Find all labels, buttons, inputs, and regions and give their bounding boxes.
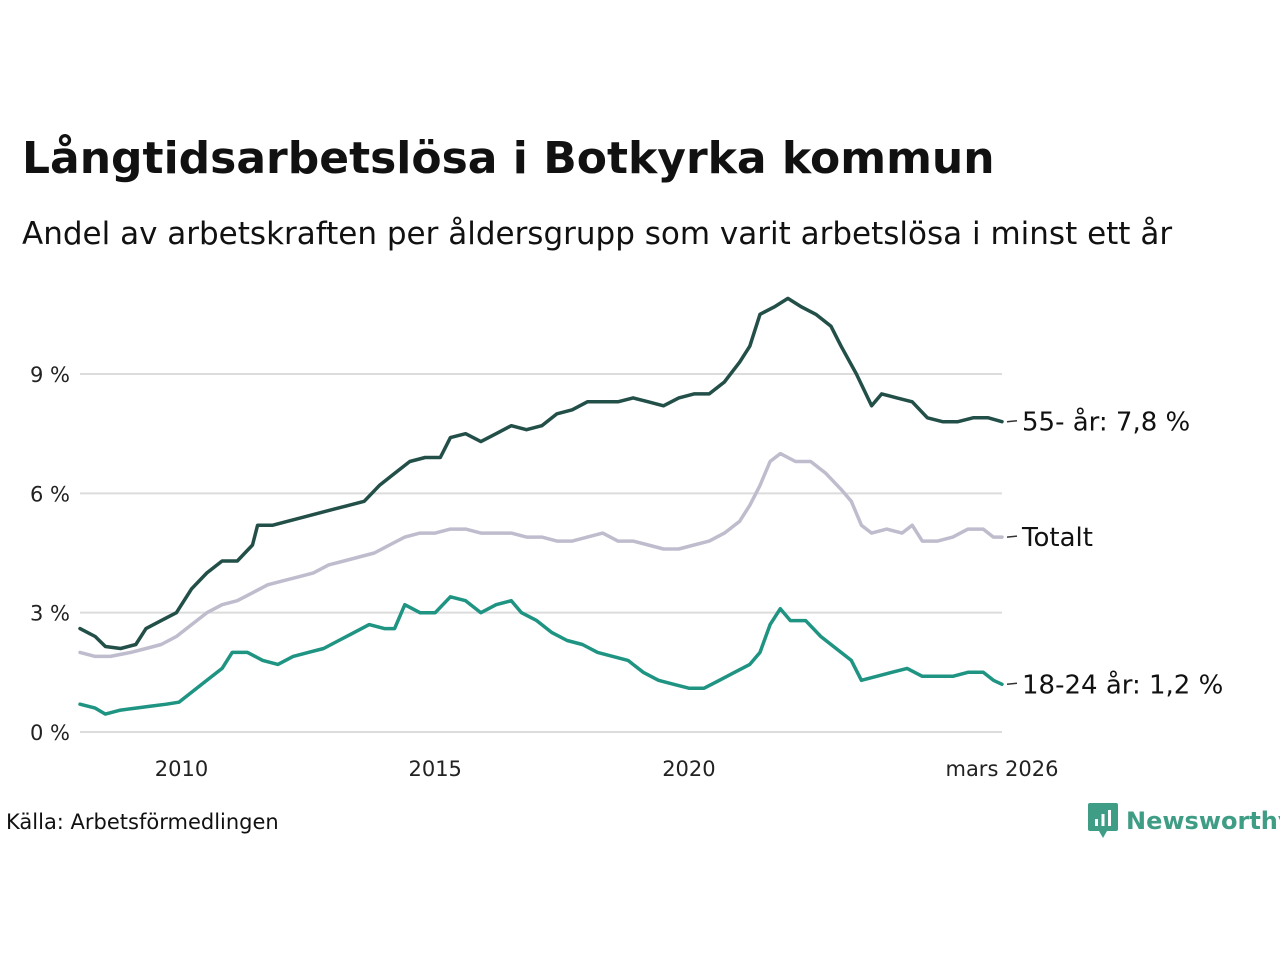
x-axis-ticks: 2010 2015 2020 mars 2026 xyxy=(155,757,1059,781)
brand-logo[interactable]: Newsworthy xyxy=(1088,803,1280,839)
y-tick-label: 9 % xyxy=(30,363,70,387)
y-axis-ticks: 0 % 3 % 6 % 9 % xyxy=(30,363,70,745)
end-labels: 55- år: 7,8 % Totalt 18-24 år: 1,2 % xyxy=(1006,407,1223,700)
end-label-leader xyxy=(1006,419,1018,423)
brand-name: Newsworthy xyxy=(1126,807,1280,835)
series-end-label: Totalt xyxy=(1021,523,1093,553)
series-lines xyxy=(78,296,1004,716)
chart-subtitle: Andel av arbetskraften per åldersgrupp s… xyxy=(22,216,1173,252)
series-end-label: 55- år: 7,8 % xyxy=(1022,407,1190,438)
x-tick-label: 2010 xyxy=(155,757,208,781)
grid-lines xyxy=(80,373,1002,733)
y-tick-label: 3 % xyxy=(30,602,70,626)
end-label-leader xyxy=(1006,682,1018,686)
x-tick-label: 2020 xyxy=(662,757,715,781)
source-note: Källa: Arbetsförmedlingen xyxy=(6,810,279,834)
series-end-label: 18-24 år: 1,2 % xyxy=(1022,669,1223,700)
y-tick-label: 0 % xyxy=(30,721,70,745)
newsworthy-logo-icon xyxy=(1088,803,1118,838)
line-chart: 0 % 3 % 6 % 9 % 2010 2015 2020 mars 2026 55- å… xyxy=(30,296,1223,781)
series-line xyxy=(78,595,1004,716)
chart-title: Långtidsarbetslösa i Botkyrka kommun xyxy=(22,133,995,184)
y-tick-label: 6 % xyxy=(30,482,70,506)
series-line xyxy=(78,296,1004,651)
end-label-leader xyxy=(1006,535,1018,538)
x-tick-label: 2015 xyxy=(408,757,461,781)
series-line xyxy=(78,451,1004,659)
x-tick-label: mars 2026 xyxy=(945,757,1058,781)
